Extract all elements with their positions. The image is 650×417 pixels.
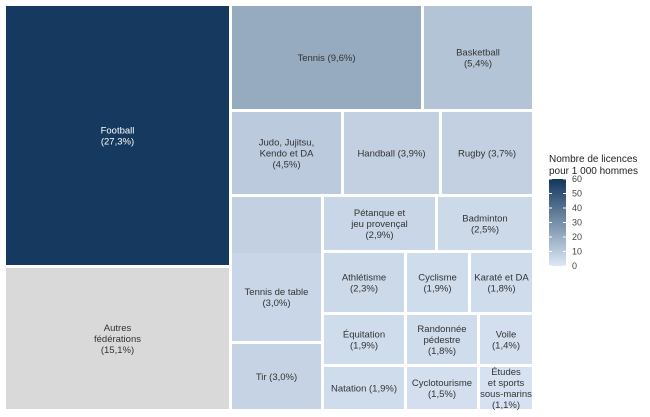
tile-label-tir-0: Tir (3,0%) <box>256 372 297 383</box>
legend-tick-label-60: 60 <box>572 174 582 184</box>
tile-rect-cyclisme <box>407 253 468 312</box>
tile-label-tennis-table-1: (3,0%) <box>263 298 291 309</box>
tile-label-autres-1: fédérations <box>94 334 141 345</box>
tile-rect-athletisme <box>324 253 404 312</box>
tile-label-equitation-1: (1,9%) <box>350 341 378 352</box>
tile-rect-cyclotourisme <box>407 367 477 409</box>
tile-label-football-0: Football <box>101 126 135 137</box>
legend-tick-label-50: 50 <box>572 189 582 199</box>
tile-label-cyclisme-0: Cyclisme <box>418 273 457 284</box>
tile-label-etudes-2: sous-marins <box>480 389 532 400</box>
tile-rect-handball <box>344 112 439 194</box>
tile-tennis-table: Tennis de table(3,0%) <box>232 253 321 341</box>
tile-label-cyclotourisme-1: (1,5%) <box>428 389 456 400</box>
tile-judo: Judo, Jujitsu,Kendo et DA(4,5%) <box>232 112 341 194</box>
tile-label-voile-1: (1,4%) <box>492 341 520 352</box>
tile-rect-autres <box>6 268 229 409</box>
legend-tick-label-0: 0 <box>572 261 577 271</box>
tile-rect-basketball <box>424 6 532 109</box>
tile-label-basketball-0: Basketball <box>456 48 500 59</box>
tile-basketball: Basketball(5,4%) <box>424 6 532 109</box>
tile-label-badminton-1: (2,5%) <box>471 225 499 236</box>
tile-badminton: Badminton(2,5%) <box>438 197 532 250</box>
tile-rect-equitation <box>324 315 404 364</box>
tile-label-equitation-0: Équitation <box>343 330 385 341</box>
legend-tick-label-20: 20 <box>572 232 582 242</box>
legend-ticks: 60 50 40 30 20 10 0 <box>549 174 582 271</box>
tile-label-randonnee-2: (1,8%) <box>428 346 456 357</box>
legend-title-line-1: Nombre de licences <box>549 154 637 165</box>
tile-label-athletisme-0: Athlétisme <box>342 273 386 284</box>
legend: Nombre de licences pour 1 000 hommes 60 5… <box>549 154 638 271</box>
tile-tennis: Tennis (9,6%) <box>232 6 421 109</box>
tile-equitation: Équitation(1,9%) <box>324 315 404 364</box>
tile-rect-karate <box>471 253 532 312</box>
tile-cyclotourisme: Cyclotourisme(1,5%) <box>407 367 477 409</box>
legend-colorbar <box>549 179 566 266</box>
tile-rect-judo <box>232 112 341 194</box>
tile-label-autres-0: Autres <box>104 323 132 334</box>
legend-tick-label-40: 40 <box>572 203 582 213</box>
tile-label-karate-0: Karaté et DA <box>474 273 529 284</box>
tile-label-natation-0: Natation (1,9%) <box>331 384 397 395</box>
tile-rect-rugby <box>442 112 532 194</box>
tile-rect-tennis <box>232 6 421 109</box>
tile-rect-football <box>6 6 229 265</box>
legend-title-line-2: pour 1 000 hommes <box>549 166 638 177</box>
tile-label-randonnee-1: pédestre <box>424 335 461 346</box>
tile-label-athletisme-1: (2,3%) <box>350 284 378 295</box>
tile-label-cyclisme-1: (1,9%) <box>424 284 452 295</box>
tile-label-autres-2: (15,1%) <box>101 345 134 356</box>
tile-rect-tennis-table <box>232 253 321 341</box>
tile-rugby: Rugby (3,7%) <box>442 112 532 194</box>
tile-football: Football(27,3%) <box>6 6 229 265</box>
tile-label-tennis-table-0: Tennis de table <box>245 287 309 298</box>
tile-cyclisme: Cyclisme(1,9%) <box>407 253 468 312</box>
tile-tir: Tir (3,0%) <box>232 344 321 409</box>
tile-rect-tir <box>232 344 321 409</box>
tile-label-randonnee-0: Randonnée <box>417 324 466 335</box>
tile-label-etudes-1: et sports <box>488 378 525 389</box>
tile-rect-etudes <box>480 367 532 409</box>
tile-label-petanque-2: (2,9%) <box>366 230 394 241</box>
tile-karate: Karaté et DA(1,8%) <box>471 253 532 312</box>
tile-label-tennis-0: Tennis (9,6%) <box>297 53 355 64</box>
tile-label-cyclotourisme-0: Cyclotourisme <box>412 378 472 389</box>
tile-natation: Natation (1,9%) <box>324 367 404 409</box>
tile-rect-petanque <box>324 197 435 250</box>
tile-label-etudes-0: Études <box>491 367 521 378</box>
tile-label-judo-1: Kendo et DA <box>260 149 315 160</box>
tile-label-handball-0: Handball (3,9%) <box>357 149 425 160</box>
tile-label-judo-2: (4,5%) <box>273 160 301 171</box>
treemap-tiles: Football(27,3%)Autresfédérations(15,1%)T… <box>6 6 532 411</box>
tile-rect-badminton <box>438 197 532 250</box>
tile-rect-voile <box>480 315 532 364</box>
tile-label-football-1: (27,3%) <box>101 137 134 148</box>
tile-label-rugby-0: Rugby (3,7%) <box>458 149 516 160</box>
tile-athletisme: Athlétisme(2,3%) <box>324 253 404 312</box>
legend-tick-label-30: 30 <box>572 218 582 228</box>
tile-label-karate-1: (1,8%) <box>488 284 516 295</box>
tile-rect-natation <box>324 367 404 409</box>
tile-handball: Handball (3,9%) <box>344 112 439 194</box>
tile-label-petanque-0: Pétanque et <box>354 208 406 219</box>
tile-label-judo-0: Judo, Jujitsu, <box>259 138 314 149</box>
tile-voile: Voile(1,4%) <box>480 315 532 364</box>
tile-label-badminton-0: Badminton <box>462 214 507 225</box>
tile-rect-randonnee <box>407 315 477 364</box>
tile-label-basketball-1: (5,4%) <box>464 59 492 70</box>
tile-label-etudes-3: (1,1%) <box>492 400 520 411</box>
legend-tick-label-10: 10 <box>572 247 582 257</box>
tile-label-voile-0: Voile <box>496 330 517 341</box>
tile-label-petanque-1: jeu provençal <box>350 219 408 230</box>
